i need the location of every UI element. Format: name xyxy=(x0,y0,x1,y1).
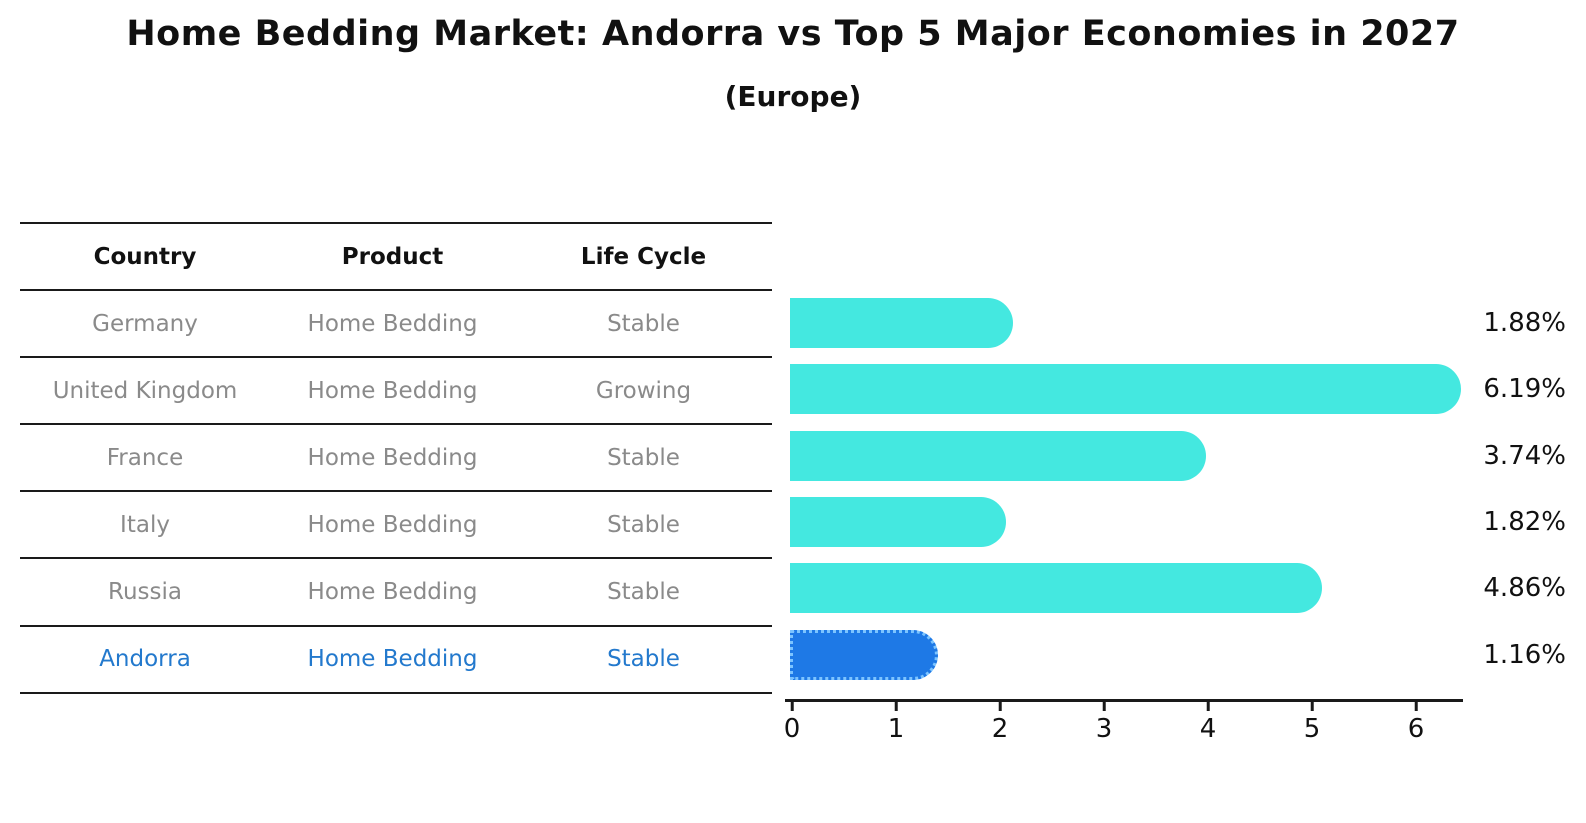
table-header-row: Country Product Life Cycle xyxy=(20,224,772,292)
table-cell-life-cycle: Stable xyxy=(607,646,680,673)
x-axis-tick: 6 xyxy=(1407,702,1425,744)
bar-france xyxy=(790,430,1206,481)
x-axis-tick-label: 3 xyxy=(1095,714,1113,744)
x-axis-tickmark xyxy=(1206,702,1210,711)
table-cell-life-cycle: Stable xyxy=(607,579,680,606)
x-axis-tick: 2 xyxy=(991,702,1009,744)
bar-row xyxy=(790,555,1470,621)
table-cell-product: Home Bedding xyxy=(307,377,478,404)
bar-value-label: 1.82% xyxy=(1483,507,1566,538)
x-axis-tickmark xyxy=(1102,702,1106,711)
bar-row xyxy=(790,290,1470,356)
table-row: Germany Home Bedding Stable xyxy=(20,291,772,359)
table-cell-product: Home Bedding xyxy=(307,310,478,337)
x-axis-tick-label: 5 xyxy=(1303,714,1321,744)
table-cell-country: Russia xyxy=(108,579,182,606)
bar-value-label: 6.19% xyxy=(1483,374,1566,405)
bar-row xyxy=(790,621,1470,687)
table-cell-country: France xyxy=(106,444,184,471)
column-header-life-cycle: Life Cycle xyxy=(580,243,707,270)
table-cell-product: Home Bedding xyxy=(307,579,478,606)
country-table: Country Product Life Cycle Germany Home B… xyxy=(20,222,772,694)
x-axis-tickmark xyxy=(998,702,1002,711)
table-body: Germany Home Bedding Stable United Kingdom H… xyxy=(20,291,772,694)
bar-row xyxy=(790,356,1470,422)
table-cell-country: Italy xyxy=(120,511,170,538)
x-axis-tick: 4 xyxy=(1199,702,1217,744)
x-axis-line xyxy=(785,699,1463,702)
column-header-country: Country xyxy=(93,243,197,270)
bar-italy xyxy=(790,497,1007,548)
value-label-column: 1.88% 6.19% 3.74% 1.82% 4.86% 1.16% xyxy=(1452,290,1566,688)
bar-value-label: 1.16% xyxy=(1483,639,1566,670)
x-axis-tick-label: 1 xyxy=(887,714,905,744)
chart-title: Home Bedding Market: Andorra vs Top 5 Ma… xyxy=(126,14,1460,54)
table-cell-product: Home Bedding xyxy=(307,646,478,673)
table-row: Italy Home Bedding Stable xyxy=(20,492,772,560)
x-axis-tick: 3 xyxy=(1095,702,1113,744)
bar-russia xyxy=(790,563,1323,614)
table-cell-product: Home Bedding xyxy=(307,511,478,538)
table-cell-country: Germany xyxy=(92,310,198,337)
x-axis-tick-label: 0 xyxy=(783,714,801,744)
table-cell-country: Andorra xyxy=(99,646,191,673)
x-axis-tick: 1 xyxy=(887,702,905,744)
table-cell-life-cycle: Stable xyxy=(607,444,680,471)
x-axis-tickmark xyxy=(790,702,794,711)
x-axis-tick-label: 2 xyxy=(991,714,1009,744)
table-row: Russia Home Bedding Stable xyxy=(20,559,772,627)
x-axis-tick: 0 xyxy=(783,702,801,744)
table-row: Andorra Home Bedding Stable xyxy=(20,627,772,694)
x-axis-tick-label: 6 xyxy=(1407,714,1425,744)
bar-value-label: 1.88% xyxy=(1483,308,1566,339)
bar-united-kingdom xyxy=(790,364,1461,415)
table-row: France Home Bedding Stable xyxy=(20,425,772,493)
x-axis-tick-label: 4 xyxy=(1199,714,1217,744)
bar-germany xyxy=(790,298,1013,349)
bar-value-label: 3.74% xyxy=(1483,440,1566,471)
bar-value-label: 4.86% xyxy=(1483,573,1566,604)
bar-area xyxy=(790,290,1470,690)
x-axis-tickmark xyxy=(1310,702,1314,711)
table-cell-country: United Kingdom xyxy=(52,377,238,404)
bar-row xyxy=(790,423,1470,489)
table-cell-product: Home Bedding xyxy=(307,444,478,471)
column-header-product: Product xyxy=(341,243,444,270)
x-axis-tickmark xyxy=(894,702,898,711)
x-axis: 0 1 2 3 4 5 6 xyxy=(783,699,1463,759)
table-row: United Kingdom Home Bedding Growing xyxy=(20,358,772,426)
bar-row xyxy=(790,489,1470,555)
table-cell-life-cycle: Stable xyxy=(607,310,680,337)
chart-subtitle: (Europe) xyxy=(724,80,862,113)
x-axis-tick: 5 xyxy=(1303,702,1321,744)
bar-andorra xyxy=(790,629,938,680)
table-cell-life-cycle: Stable xyxy=(607,511,680,538)
table-cell-life-cycle: Growing xyxy=(595,377,692,404)
x-axis-tickmark xyxy=(1414,702,1418,711)
